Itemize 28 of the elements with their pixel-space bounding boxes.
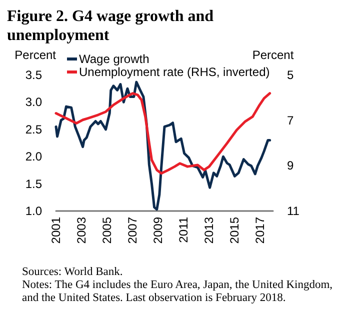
x-tick-label: 2015 (228, 216, 242, 244)
chart-title: Figure 2. G4 wage growth and unemployment (7, 8, 218, 44)
y2-tick-label: 11 (287, 204, 300, 218)
x-tick-label: 2007 (126, 216, 140, 244)
y-tick-label: 1.0 (25, 204, 42, 218)
source-note: Sources: World Bank. (22, 266, 124, 279)
x-tick-label: 2001 (49, 216, 63, 244)
y2-tick-label: 9 (287, 158, 294, 173)
y-tick-label: 1.5 (25, 176, 42, 191)
text: Notes: The G4 includes the Euro Area, Japan, the United Kingdom, and the United States. Last observation is February 2018. (22, 279, 334, 305)
x-tick-label: 2013 (202, 216, 216, 244)
legend-label: Wage growth (79, 52, 150, 66)
y-tick-label: 3.0 (25, 95, 42, 110)
legend-label: Unemployment rate (RHS, inverted) (79, 65, 270, 79)
x-tick-label: 2011 (176, 216, 191, 243)
y-tick-label: 2.0 (25, 150, 42, 164)
y2-tick-label: 7 (287, 113, 294, 128)
x-tick-label: 2005 (100, 216, 114, 244)
y2-tick-label: 5 (287, 68, 294, 82)
line-series (54, 92, 272, 175)
x-tick-label: 2009 (151, 216, 166, 244)
y2-axis-title: Percent (252, 48, 294, 62)
line-series (54, 80, 272, 211)
x-tick-label: 2003 (74, 216, 89, 244)
x-tick-label: 2017 (253, 216, 268, 244)
y-tick-label: 2.5 (25, 122, 42, 136)
y-tick-label: 3.5 (25, 68, 42, 82)
y-axis-title: Percent (14, 48, 57, 62)
